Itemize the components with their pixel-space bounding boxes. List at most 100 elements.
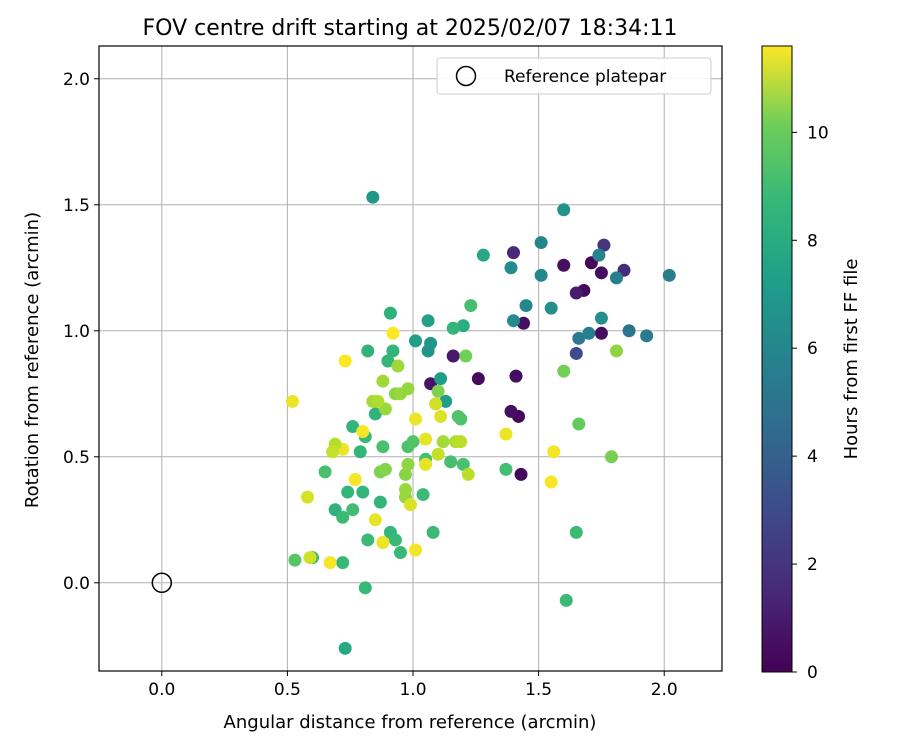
data-point xyxy=(547,445,561,459)
data-point xyxy=(456,319,470,333)
x-tick-label: 1.0 xyxy=(399,680,426,700)
data-point xyxy=(409,334,423,348)
colorbar-tick-label: 8 xyxy=(807,231,818,251)
data-point xyxy=(592,248,606,262)
colorbar-tick-label: 2 xyxy=(807,555,818,575)
data-point xyxy=(434,372,448,386)
data-point xyxy=(446,349,460,363)
data-point xyxy=(426,525,440,539)
data-point xyxy=(429,397,443,411)
data-point xyxy=(640,329,654,343)
data-point xyxy=(559,593,573,607)
data-point xyxy=(381,354,395,368)
data-point xyxy=(662,268,676,282)
data-point xyxy=(338,354,352,368)
data-point xyxy=(456,457,470,471)
data-point xyxy=(373,495,387,509)
data-point xyxy=(301,490,315,504)
data-point xyxy=(534,268,548,282)
y-tick-label: 1.0 xyxy=(63,322,90,342)
data-point xyxy=(336,510,350,524)
legend-box xyxy=(436,57,712,95)
data-point xyxy=(419,457,433,471)
x-axis-label: Angular distance from reference (arcmin) xyxy=(224,712,597,733)
data-point xyxy=(366,190,380,204)
data-point xyxy=(285,394,299,408)
data-point xyxy=(401,457,415,471)
data-point xyxy=(504,261,518,275)
data-point xyxy=(557,364,571,378)
grid xyxy=(99,46,722,671)
data-point xyxy=(376,440,390,454)
data-point xyxy=(439,394,453,408)
colorbar-tick-label: 0 xyxy=(807,663,818,683)
data-point xyxy=(361,344,375,358)
data-point xyxy=(406,435,420,449)
data-point xyxy=(376,535,390,549)
data-point xyxy=(336,556,350,570)
data-point xyxy=(476,248,490,262)
data-point xyxy=(424,336,438,350)
data-point xyxy=(393,546,407,560)
data-point xyxy=(471,372,485,386)
colorbar-ticks: 0 2 4 6 8 10 xyxy=(792,123,829,683)
data-point xyxy=(419,432,433,446)
data-point xyxy=(444,455,458,469)
data-point xyxy=(544,301,558,315)
colorbar-tick-label: 4 xyxy=(807,447,818,467)
x-tick-label: 2.0 xyxy=(651,680,678,700)
data-point xyxy=(409,543,423,557)
data-point xyxy=(431,384,445,398)
data-point xyxy=(318,465,332,479)
y-axis-label: Rotation from reference (arcmin) xyxy=(22,212,43,508)
data-point xyxy=(353,445,367,459)
data-point xyxy=(436,435,450,449)
data-point xyxy=(572,417,586,431)
y-tick-label: 0.5 xyxy=(63,448,90,468)
data-point xyxy=(386,344,400,358)
data-point xyxy=(499,462,513,476)
data-point xyxy=(346,503,360,517)
data-point xyxy=(398,467,412,481)
colorbar-gradient xyxy=(761,45,793,673)
data-point xyxy=(383,306,397,320)
data-points xyxy=(151,190,676,655)
data-point xyxy=(594,266,608,280)
x-tick-label: 0.0 xyxy=(148,680,175,700)
colorbar-tick-label: 6 xyxy=(807,339,818,359)
y-tick-label: 0.0 xyxy=(63,574,90,594)
data-point xyxy=(341,485,355,499)
data-point xyxy=(557,203,571,217)
data-point xyxy=(386,326,400,340)
data-point xyxy=(323,556,337,570)
colorbar-label: Hours from first FF file xyxy=(841,259,862,460)
data-point xyxy=(597,238,611,252)
data-point xyxy=(401,382,415,396)
data-point xyxy=(514,467,528,481)
legend-label-reference: Reference platepar xyxy=(504,67,666,87)
data-point xyxy=(569,346,583,360)
colorbar-tick-label: 10 xyxy=(807,123,829,143)
data-point xyxy=(361,533,375,547)
data-point xyxy=(338,641,352,655)
legend: Reference platepar xyxy=(436,57,712,95)
data-point xyxy=(356,425,370,439)
data-point xyxy=(622,324,636,338)
data-point xyxy=(506,314,520,328)
data-point xyxy=(368,407,382,421)
data-point xyxy=(569,525,583,539)
data-point xyxy=(398,483,412,497)
data-point xyxy=(451,409,465,423)
data-point xyxy=(378,462,392,476)
data-point xyxy=(303,551,317,565)
data-point xyxy=(409,412,423,426)
data-point xyxy=(371,394,385,408)
plot-frame xyxy=(98,45,723,672)
data-point xyxy=(534,236,548,250)
data-point xyxy=(544,475,558,489)
data-point xyxy=(504,404,518,418)
data-point xyxy=(569,286,583,300)
data-point xyxy=(454,435,468,449)
data-point xyxy=(506,246,520,260)
